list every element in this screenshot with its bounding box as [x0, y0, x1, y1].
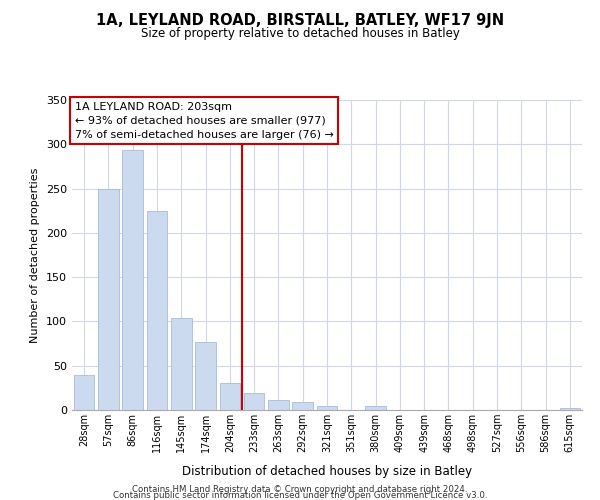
Bar: [268, 400, 289, 410]
Text: Contains public sector information licensed under the Open Government Licence v3: Contains public sector information licen…: [113, 490, 487, 500]
Text: Distribution of detached houses by size in Batley: Distribution of detached houses by size …: [182, 464, 472, 477]
Bar: [195, 342, 216, 410]
Text: Size of property relative to detached houses in Batley: Size of property relative to detached ho…: [140, 28, 460, 40]
Text: 1A LEYLAND ROAD: 203sqm
← 93% of detached houses are smaller (977)
7% of semi-de: 1A LEYLAND ROAD: 203sqm ← 93% of detache…: [74, 102, 334, 140]
Bar: [244, 393, 265, 410]
Bar: [122, 150, 143, 410]
Text: Contains HM Land Registry data © Crown copyright and database right 2024.: Contains HM Land Registry data © Crown c…: [132, 484, 468, 494]
Bar: [171, 318, 191, 410]
Bar: [98, 188, 119, 410]
Bar: [74, 376, 94, 410]
Bar: [220, 384, 240, 410]
Y-axis label: Number of detached properties: Number of detached properties: [31, 168, 40, 342]
Bar: [365, 406, 386, 410]
Bar: [317, 406, 337, 410]
Bar: [560, 408, 580, 410]
Text: 1A, LEYLAND ROAD, BIRSTALL, BATLEY, WF17 9JN: 1A, LEYLAND ROAD, BIRSTALL, BATLEY, WF17…: [96, 12, 504, 28]
Bar: [146, 210, 167, 410]
Bar: [292, 402, 313, 410]
